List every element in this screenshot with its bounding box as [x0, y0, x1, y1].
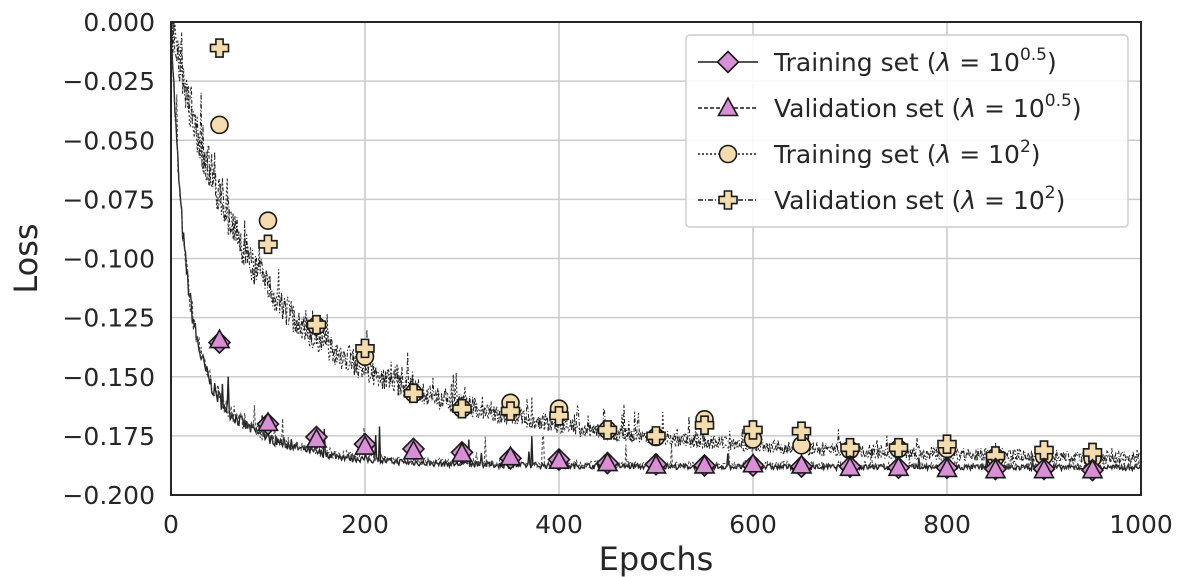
marker-triangle [257, 411, 279, 432]
legend-label-base: = 10 [976, 186, 1045, 215]
marker-plus [258, 234, 278, 255]
marker-triangle [693, 453, 716, 474]
legend: Training set (λ = 100.5)Validation set (… [685, 34, 1129, 228]
y-tick-label: −0.150 [62, 363, 155, 392]
legend-label: Validation set (λ = 102) [774, 183, 1065, 215]
plot-frame [170, 21, 1142, 496]
marker-plus [452, 398, 472, 419]
x-tick-label: 0 [163, 510, 179, 539]
marker-plus [1082, 442, 1103, 463]
y-tick-label: −0.200 [62, 481, 155, 510]
marker-triangle [548, 449, 570, 470]
x-tick-label: 400 [535, 510, 583, 539]
legend-marker-plus [718, 190, 738, 210]
y-tick-label: −0.075 [62, 185, 155, 214]
marker-plus [403, 383, 424, 404]
marker-triangle [305, 427, 328, 448]
legend-label-lambda: λ [935, 140, 952, 169]
y-tick-label: −0.050 [62, 126, 155, 155]
marker-triangle [451, 441, 473, 462]
marker-plus [646, 426, 666, 446]
marker-triangle [208, 328, 231, 349]
legend-marker-diamond [716, 50, 740, 74]
marker-circle [210, 115, 229, 135]
y-tick-label: −0.100 [62, 245, 155, 274]
legend-label-base: = 10 [951, 48, 1020, 77]
y-tick-label: 0.000 [83, 8, 155, 37]
legend-label-exponent: 2 [1045, 183, 1056, 203]
marker-triangle [402, 439, 425, 460]
marker-triangle [1081, 458, 1104, 479]
legend-label-prefix: Validation set ( [774, 94, 961, 123]
marker-plus [888, 437, 909, 458]
tick-labels: 0 200 400 600 800 1000 0.000 −0.025 −0.050 −0.075… [62, 8, 1172, 539]
marker-plus [840, 437, 860, 458]
legend-label-suffix: ) [1047, 48, 1057, 77]
legend-label-prefix: Training set ( [773, 140, 937, 169]
marker-plus [597, 420, 618, 440]
marker-plus [937, 434, 957, 454]
x-tick-label: 600 [729, 510, 777, 539]
legend-label: Training set (λ = 100.5) [773, 45, 1057, 77]
marker-triangle [984, 458, 1007, 479]
marker-triangle [936, 457, 958, 478]
marker-plus [549, 405, 569, 426]
legend-label-lambda: λ [959, 94, 976, 123]
y-tick-label: −0.025 [62, 67, 155, 96]
legend-label-suffix: ) [1072, 94, 1082, 123]
x-tick-label: 1000 [1109, 510, 1173, 539]
marker-triangle [887, 456, 910, 477]
marker-plus [791, 421, 812, 441]
legend-marker-circle [718, 144, 738, 164]
marker-triangle [742, 452, 764, 473]
data-markers [207, 38, 1105, 482]
legend-label-lambda: λ [959, 186, 976, 215]
marker-plus [743, 420, 763, 440]
legend-label: Training set (λ = 102) [773, 137, 1041, 169]
y-axis-label: Loss [7, 223, 45, 293]
legend-label-prefix: Validation set ( [774, 186, 961, 215]
legend-label-exponent: 0.5 [1020, 45, 1047, 65]
marker-triangle [596, 451, 619, 472]
marker-plus [209, 38, 230, 58]
marker-triangle [790, 453, 813, 474]
legend-label-prefix: Training set ( [773, 48, 937, 77]
marker-triangle [499, 445, 522, 466]
marker-plus [306, 314, 327, 335]
marker-plus [694, 415, 715, 436]
legend-label-lambda: λ [935, 48, 952, 77]
marker-plus [500, 401, 521, 421]
marker-triangle [354, 434, 376, 455]
x-tick-label: 200 [341, 510, 389, 539]
marker-triangle [839, 456, 861, 477]
legend-label-exponent: 2 [1020, 137, 1031, 157]
x-axis-label: Epochs [599, 540, 714, 577]
legend-label-suffix: ) [1056, 186, 1066, 215]
legend-label-base: = 10 [976, 94, 1045, 123]
marker-plus [1034, 440, 1054, 460]
legend-label-suffix: ) [1031, 140, 1041, 169]
legend-box [685, 34, 1129, 228]
y-tick-label: −0.175 [62, 422, 155, 451]
x-tick-label: 800 [923, 510, 971, 539]
legend-label: Validation set (λ = 100.5) [774, 91, 1082, 123]
marker-triangle [1033, 458, 1055, 479]
marker-circle [258, 211, 278, 230]
marker-plus [355, 338, 375, 359]
legend-label-base: = 10 [951, 140, 1020, 169]
legend-label-exponent: 0.5 [1045, 91, 1072, 111]
marker-triangle [645, 453, 667, 474]
y-tick-label: −0.125 [62, 304, 155, 333]
legend-marker-triangle [717, 96, 739, 117]
